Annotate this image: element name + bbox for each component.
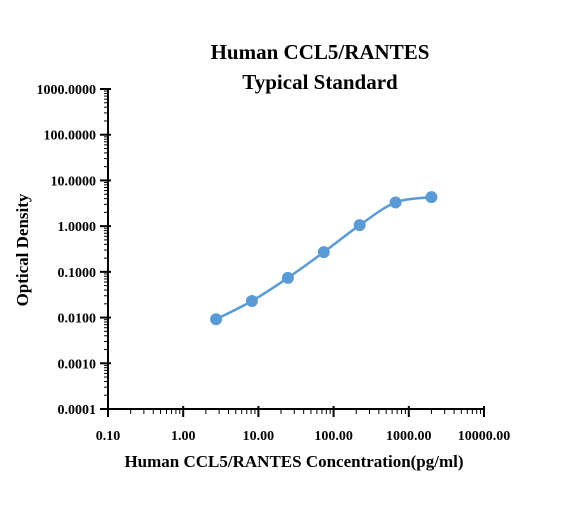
x-axis-label: Human CCL5/RANTES Concentration(pg/ml) <box>124 452 463 471</box>
data-point <box>317 246 330 259</box>
y-tick-label: 10.0000 <box>51 174 97 189</box>
data-point <box>389 196 402 209</box>
data-point <box>245 295 258 308</box>
y-tick-label: 100.0000 <box>44 129 97 144</box>
chart-subtitle: Typical Standard <box>242 70 398 94</box>
y-axis-label: Optical Density <box>13 193 32 306</box>
y-ticks <box>100 88 111 410</box>
y-tick-label: 0.0010 <box>58 357 97 372</box>
y-tick-labels: 0.0001 0.0010 0.0100 0.1000 1.0000 10.0000 100… <box>37 83 97 418</box>
data-point <box>281 271 294 284</box>
x-tick-label: 100.00 <box>314 429 353 444</box>
x-tick-label: 0.10 <box>96 429 121 444</box>
chart-title: Human CCL5/RANTES <box>211 40 430 64</box>
data-point <box>425 191 438 204</box>
y-tick-label: 0.1000 <box>58 266 97 281</box>
x-tick-label: 1.00 <box>171 429 196 444</box>
y-tick-label: 1000.0000 <box>37 83 97 98</box>
data-point <box>353 219 366 232</box>
x-tick-labels: 0.10 1.00 10.00 100.00 1000.00 10000.00 <box>96 429 511 444</box>
x-ticks <box>107 406 485 417</box>
data-points <box>210 191 438 326</box>
axes <box>107 89 484 410</box>
y-tick-label: 1.0000 <box>58 220 97 235</box>
data-point <box>210 313 223 326</box>
y-tick-label: 0.0001 <box>58 403 97 418</box>
x-tick-label: 1000.00 <box>386 429 432 444</box>
x-tick-label: 10.00 <box>243 429 275 444</box>
y-tick-label: 0.0100 <box>58 312 97 327</box>
x-tick-label: 10000.00 <box>458 429 511 444</box>
